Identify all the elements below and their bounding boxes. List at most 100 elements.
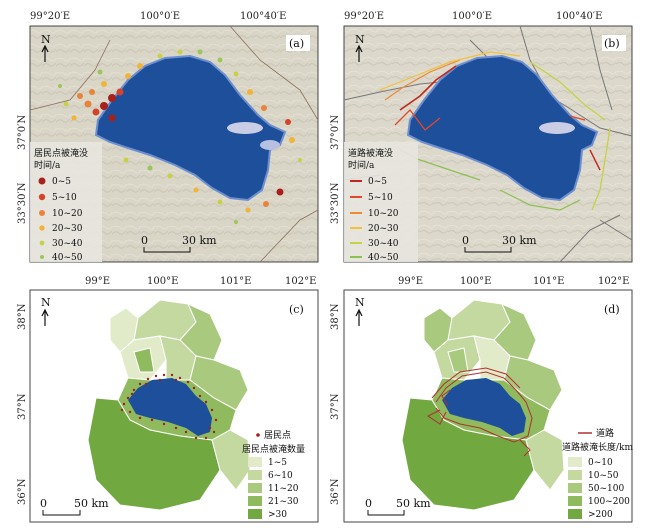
legend-item-label: 0~5 bbox=[368, 177, 387, 187]
panel-a-top-tick-2: 100°0′E bbox=[140, 11, 180, 22]
panel-d-top-tick-4: 102°E bbox=[598, 276, 629, 287]
legend-item-label: 10~20 bbox=[368, 209, 399, 219]
legend-item-label: 10~50 bbox=[588, 471, 619, 481]
legend-item-label: 0~5 bbox=[52, 177, 71, 187]
legend-item-label: 11~20 bbox=[268, 484, 299, 494]
panel-d-label: (d) bbox=[604, 303, 620, 316]
panel-a-lake-fringe bbox=[227, 122, 263, 134]
panel-c-legend-title: 居民点被淹数量 bbox=[242, 443, 305, 455]
panel-a-legend-items: 0~5 5~10 10~20 20~30 30~40 40~50 bbox=[38, 177, 83, 263]
panel-c-legend-items: 1~5 6~10 11~20 21~30 >30 bbox=[248, 457, 299, 520]
legend-item-label: 21~30 bbox=[268, 497, 299, 507]
panel-a-legend-title-1: 居民点被淹没 bbox=[34, 147, 88, 159]
panel-d-lake bbox=[442, 378, 526, 436]
panel-b-top-tick-2: 100°0′E bbox=[452, 11, 492, 22]
panel-a: 99°20′E 100°0′E 100°40′E 37°0′N 33°30′N bbox=[17, 11, 319, 263]
panel-a-legend-title-2: 时间/a bbox=[34, 159, 61, 171]
panel-b-legend-items: 0~5 5~10 10~20 20~30 30~40 40~50 bbox=[350, 177, 399, 263]
panel-b-left-tick-2: 33°30′N bbox=[330, 182, 341, 224]
panel-a-north-label: N bbox=[41, 33, 51, 46]
north-arrow-icon bbox=[41, 44, 49, 62]
panel-b-scale-zero: 0 bbox=[462, 234, 469, 247]
panel-b-scale-bar bbox=[464, 247, 512, 253]
panel-d-left-tick-2: 37°N bbox=[330, 393, 341, 420]
panel-c-left-tick-3: 36°N bbox=[17, 478, 28, 505]
panel-c-top-tick-2: 100°E bbox=[147, 276, 178, 287]
panel-c-scale-bar bbox=[42, 510, 81, 516]
panel-a-lake-fringe bbox=[260, 140, 280, 150]
panel-c-top-tick-3: 101°E bbox=[220, 276, 251, 287]
panel-d-top-tick-3: 101°E bbox=[533, 276, 564, 287]
panel-c-label: (c) bbox=[289, 303, 304, 316]
panel-b-north-label: N bbox=[355, 33, 365, 46]
legend-item-label: 5~10 bbox=[52, 193, 77, 203]
panel-a-scale-bar bbox=[143, 247, 191, 253]
panel-d-regions bbox=[401, 299, 565, 511]
panel-b-label-box bbox=[602, 35, 626, 51]
panel-d-flooded-roads bbox=[427, 367, 533, 457]
legend-item-label: 30~40 bbox=[52, 239, 83, 249]
panel-c-scale-text: 50 km bbox=[74, 497, 109, 510]
legend-item-label: 40~50 bbox=[368, 253, 399, 263]
panel-b-scale-text: 30 km bbox=[502, 234, 537, 247]
panel-a-scale-zero: 0 bbox=[141, 234, 148, 247]
panel-b-left-tick-1: 37°0′N bbox=[330, 115, 341, 150]
panel-a-left-tick-1: 37°0′N bbox=[17, 115, 28, 150]
panel-c-top-tick-1: 99°E bbox=[85, 276, 110, 287]
panel-b-top-tick-3: 100°40′E bbox=[556, 11, 602, 22]
legend-item-label: 20~30 bbox=[52, 224, 83, 234]
panel-a-left-tick-2: 33°30′N bbox=[17, 182, 28, 224]
panel-d-top-tick-1: 99°E bbox=[398, 276, 423, 287]
panel-d-line-label: 道路 bbox=[596, 427, 614, 439]
panel-a-settlements bbox=[58, 49, 302, 224]
panel-c-lake bbox=[128, 378, 212, 436]
panel-c-top-tick-4: 102°E bbox=[285, 276, 316, 287]
panel-d-legend-items: 0~10 10~50 50~100 100~200 >200 bbox=[568, 457, 630, 520]
panel-d-left-tick-3: 36°N bbox=[330, 478, 341, 505]
panel-d-legend-title: 道路被淹长度/km bbox=[562, 441, 633, 453]
legend-item-label: 10~20 bbox=[52, 209, 83, 219]
legend-item-label: 40~50 bbox=[52, 253, 83, 263]
panel-a-label: (a) bbox=[289, 37, 304, 50]
north-arrow-icon bbox=[355, 308, 363, 326]
legend-item-label: 30~40 bbox=[368, 239, 399, 249]
legend-item-label: >200 bbox=[588, 510, 613, 520]
panel-b-lake bbox=[406, 54, 599, 202]
panel-d-left-tick-1: 38°N bbox=[330, 303, 341, 330]
north-arrow-icon bbox=[41, 308, 49, 326]
panel-c-point-label: 居民点 bbox=[264, 430, 291, 441]
settlement-marker-icon bbox=[256, 433, 260, 437]
panel-d-scale-bar bbox=[367, 510, 405, 516]
panel-b-top-tick-1: 99°20′E bbox=[344, 11, 384, 22]
panel-d-north-label: N bbox=[355, 296, 365, 309]
legend-item-label: 100~200 bbox=[588, 497, 630, 507]
panel-a-label-box bbox=[286, 35, 310, 51]
panel-a-top-tick-3: 100°40′E bbox=[240, 11, 286, 22]
panel-d-scale-zero: 0 bbox=[365, 497, 372, 510]
panel-b: 99°20′E 100°0′E 100°40′E 37°0′N 33°30′N … bbox=[330, 11, 633, 263]
panel-c-north-label: N bbox=[41, 296, 51, 309]
panel-c-left-tick-2: 37°N bbox=[17, 393, 28, 420]
panel-c-settlements bbox=[120, 373, 218, 440]
panel-b-lake-fringe bbox=[539, 122, 575, 134]
panel-a-top-tick-1: 99°20′E bbox=[30, 11, 70, 22]
panel-b-legend-title-2: 时间/a bbox=[348, 159, 375, 171]
panel-c: 99°E 100°E 101°E 102°E 38°N 37°N 36°N bbox=[17, 276, 319, 523]
legend-item-label: 1~5 bbox=[268, 458, 287, 468]
legend-item-label: 0~10 bbox=[588, 458, 613, 468]
panel-c-left-tick-1: 38°N bbox=[17, 303, 28, 330]
legend-item-label: >30 bbox=[268, 510, 287, 520]
legend-item-label: 50~100 bbox=[588, 484, 624, 494]
panel-d-top-tick-2: 100°E bbox=[460, 276, 491, 287]
legend-item-label: 5~10 bbox=[368, 193, 393, 203]
panel-a-boundary bbox=[29, 25, 319, 263]
panel-a-scale-text: 30 km bbox=[182, 234, 217, 247]
panel-b-legend-title-1: 道路被淹没 bbox=[348, 147, 393, 159]
panel-c-scale-zero: 0 bbox=[40, 497, 47, 510]
legend-item-label: 20~30 bbox=[368, 224, 399, 234]
legend-item-label: 6~10 bbox=[268, 471, 293, 481]
panel-d-scale-text: 50 km bbox=[396, 497, 431, 510]
panel-d: 99°E 100°E 101°E 102°E 38°N 37°N 36°N bbox=[330, 276, 633, 523]
panel-b-label: (b) bbox=[604, 37, 620, 50]
